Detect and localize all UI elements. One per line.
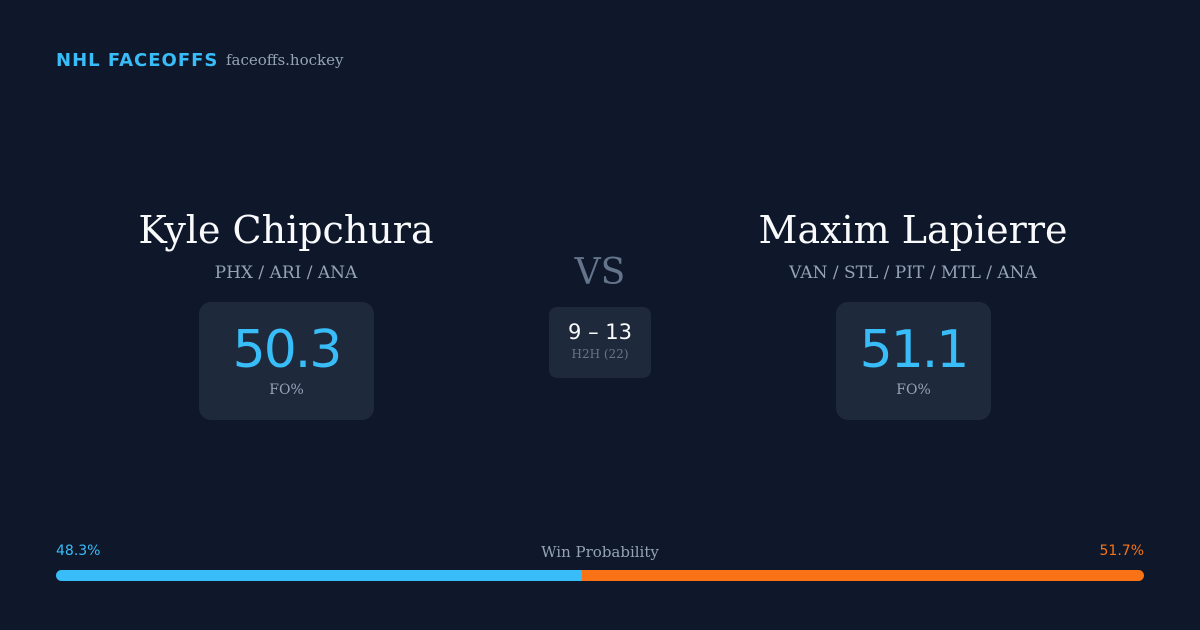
versus: VS	[574, 252, 626, 293]
fo-pct: 51.1	[859, 320, 970, 380]
player-teams: PHX / ARI / ANA	[214, 263, 358, 283]
win-prob-title: Win Probability	[541, 543, 659, 561]
fo-label: FO%	[269, 382, 304, 398]
player-name: Kyle Chipchura	[138, 208, 434, 252]
win-prob-right: 51.7%	[1099, 543, 1144, 559]
fo-label: FO%	[896, 382, 931, 398]
win-prob-bar	[56, 570, 1144, 581]
h2h-score: 9 – 13	[568, 320, 632, 344]
site-link[interactable]: faceoffs.hockey	[226, 51, 344, 69]
fo-pct: 50.3	[232, 320, 343, 380]
player-teams: VAN / STL / PIT / MTL / ANA	[789, 263, 1037, 283]
h2h-label: H2H (22)	[571, 347, 629, 361]
stat-card: 50.3 FO%	[199, 302, 374, 420]
brand: NHL FACEOFFS	[56, 50, 219, 71]
win-prob-left-segment	[56, 570, 582, 581]
win-prob-right-segment	[581, 570, 1144, 581]
win-prob-left: 48.3%	[56, 543, 101, 559]
player-name: Maxim Lapierre	[758, 208, 1068, 252]
stat-card: 51.1 FO%	[836, 302, 991, 420]
h2h-card: 9 – 13 H2H (22)	[549, 307, 651, 378]
